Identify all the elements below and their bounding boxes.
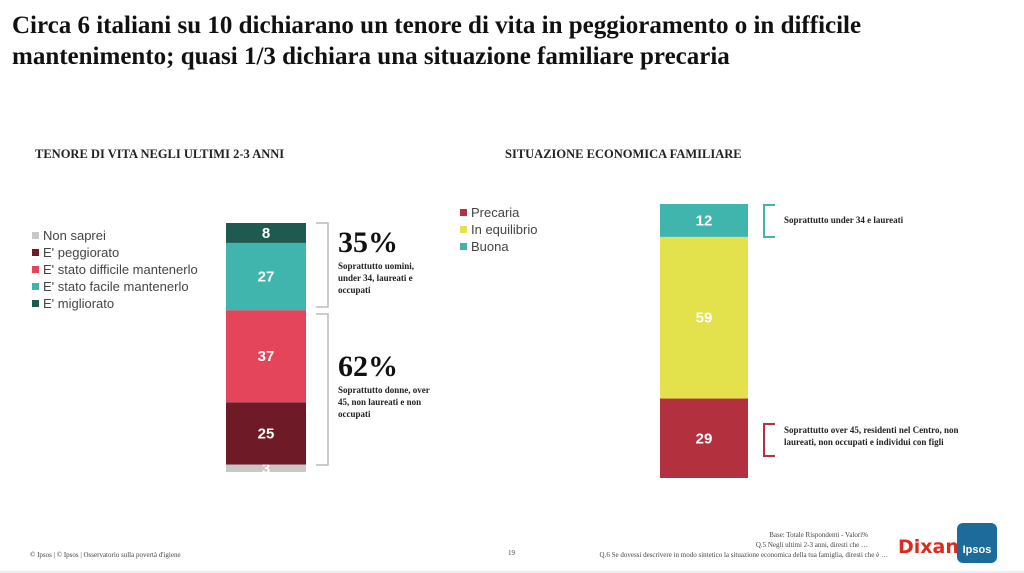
slide-title: Circa 6 italiani su 10 dichiarano un ten… — [12, 12, 862, 70]
annotation-text: Soprattutto donne, over 45, non laureati… — [338, 385, 430, 419]
bracket — [316, 222, 329, 308]
annotation-value: 35% — [338, 226, 398, 259]
value-label: 3 — [262, 460, 270, 477]
legend-swatch — [460, 209, 467, 216]
bar-segment — [226, 310, 306, 403]
value-label: 25 — [258, 425, 275, 442]
value-label: 12 — [696, 212, 713, 229]
value-label: 59 — [696, 310, 713, 327]
legend-swatch — [32, 232, 39, 239]
value-label: 37 — [258, 348, 275, 365]
logo: Ipsos — [957, 523, 997, 563]
legend-label: Non saprei — [43, 228, 106, 243]
annotation: Soprattutto over 45, residenti nel Centr… — [784, 424, 974, 448]
legend-swatch — [32, 283, 39, 290]
annotation-text: Soprattutto under 34 e laureati — [784, 215, 904, 225]
footer-note: Q.6 Se dovessi descrivere in modo sintet… — [599, 551, 888, 559]
value-label: 27 — [258, 269, 275, 286]
bracket — [316, 313, 329, 466]
bar-segment — [226, 223, 306, 243]
legend-swatch — [32, 249, 39, 256]
annotation-text: Soprattutto over 45, residenti nel Centr… — [784, 425, 959, 447]
chart-subtitle: SITUAZIONE ECONOMICA FAMILIARE — [505, 147, 742, 161]
bar-segment — [660, 236, 748, 399]
annotation: 62% Soprattutto donne, over 45, non laure… — [338, 350, 438, 420]
annotation: 35% Soprattutto uomini, under 34, laureat… — [338, 226, 438, 296]
legend-label: E' stato facile mantenerlo — [43, 279, 189, 294]
footer-note: Q.5 Negli ultimi 2-3 anni, diresti che … — [755, 541, 868, 549]
legend-label: In equilibrio — [471, 222, 538, 237]
legend-label: E' peggiorato — [43, 245, 119, 260]
annotation: Soprattutto under 34 e laureati — [784, 214, 964, 226]
bar-segment — [660, 398, 748, 478]
value-label: 29 — [696, 430, 713, 447]
bar-segment — [226, 402, 306, 465]
footer-note: Base: Totale Rispondenti - Valori% — [769, 531, 868, 539]
bar-segment — [226, 242, 306, 311]
legend-label: E' migliorato — [43, 296, 114, 311]
logo: Dixan — [898, 536, 959, 558]
bar-segment — [660, 204, 748, 237]
legend-swatch — [32, 300, 39, 307]
legend-label: Buona — [471, 239, 509, 254]
annotation-text: Soprattutto uomini, under 34, laureati e… — [338, 261, 415, 295]
footer-source: © Ipsos | © Ipsos | Osservatorio sulla p… — [30, 551, 181, 559]
legend-label: Precaria — [471, 205, 520, 220]
value-label: 8 — [262, 225, 270, 242]
legend-swatch — [32, 266, 39, 273]
chart-subtitle: TENORE DI VITA NEGLI ULTIMI 2-3 ANNI — [35, 147, 284, 161]
annotation-value: 62% — [338, 350, 398, 383]
page-number: 19 — [508, 549, 515, 557]
bracket — [763, 204, 775, 238]
bar-segment — [226, 464, 306, 472]
legend-swatch — [460, 243, 467, 250]
bracket — [763, 423, 775, 457]
legend-label: E' stato difficile mantenerlo — [43, 262, 198, 277]
legend-swatch — [460, 226, 467, 233]
